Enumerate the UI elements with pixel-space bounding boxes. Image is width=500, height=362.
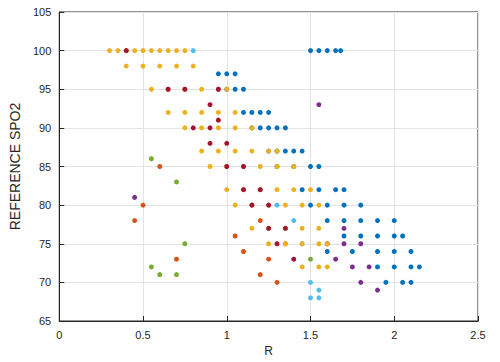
svg-text:80: 80 [39,199,51,211]
svg-text:105: 105 [33,6,51,18]
svg-text:90: 90 [39,122,51,134]
svg-text:75: 75 [39,238,51,250]
svg-text:65: 65 [39,315,51,327]
svg-text:2: 2 [391,329,397,341]
svg-text:85: 85 [39,161,51,173]
svg-text:70: 70 [39,276,51,288]
svg-text:100: 100 [33,45,51,57]
svg-text:1.5: 1.5 [303,329,318,341]
svg-text:2.5: 2.5 [470,329,485,341]
svg-text:1: 1 [224,329,230,341]
svg-text:R: R [264,344,273,358]
svg-text:0: 0 [56,329,62,341]
svg-text:95: 95 [39,83,51,95]
svg-text:0.5: 0.5 [135,329,150,341]
svg-text:REFERENCE SPO2: REFERENCE SPO2 [7,102,23,230]
